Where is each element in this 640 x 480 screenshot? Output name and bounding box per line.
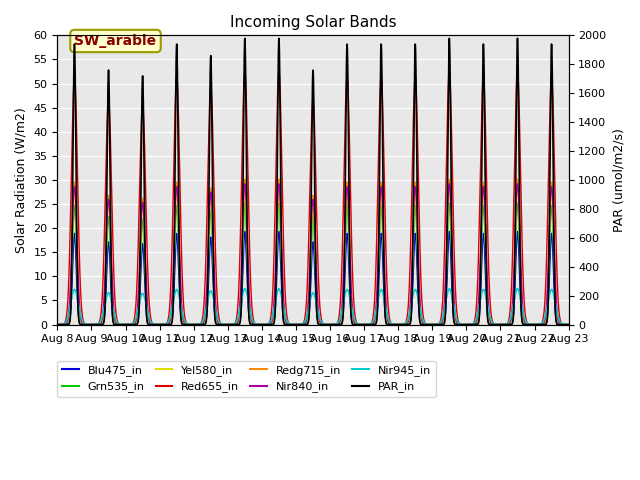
- Blu475_in: [564, 322, 572, 327]
- Legend: Blu475_in, Grn535_in, Yel580_in, Red655_in, Redg715_in, Nir840_in, Nir945_in, PA: Blu475_in, Grn535_in, Yel580_in, Red655_…: [58, 360, 436, 397]
- Yel580_in: [145, 321, 153, 326]
- PAR_in: [54, 322, 61, 327]
- Red655_in: [294, 322, 301, 327]
- Nir840_in: [294, 322, 301, 327]
- Yel580_in: [54, 322, 61, 327]
- PAR_in: [399, 322, 407, 327]
- Nir840_in: [145, 318, 153, 324]
- Line: Red655_in: Red655_in: [58, 72, 568, 324]
- Nir840_in: [456, 322, 464, 327]
- Redg715_in: [145, 319, 153, 325]
- PAR_in: [456, 322, 464, 327]
- Yel580_in: [456, 322, 464, 327]
- Line: Yel580_in: Yel580_in: [58, 189, 568, 324]
- Redg715_in: [456, 322, 464, 327]
- Nir840_in: [428, 322, 435, 327]
- Nir840_in: [564, 322, 572, 327]
- PAR_in: [145, 322, 153, 327]
- PAR_in: [514, 36, 522, 41]
- Line: Blu475_in: Blu475_in: [58, 231, 568, 324]
- Blu475_in: [564, 322, 572, 327]
- Nir945_in: [399, 322, 407, 327]
- Line: Nir840_in: Nir840_in: [58, 184, 568, 324]
- Nir945_in: [564, 322, 572, 327]
- Grn535_in: [564, 322, 572, 327]
- Title: Incoming Solar Bands: Incoming Solar Bands: [230, 15, 396, 30]
- Red655_in: [564, 322, 572, 327]
- Red655_in: [54, 322, 61, 327]
- Redg715_in: [54, 322, 61, 327]
- Blu475_in: [456, 322, 464, 327]
- Red655_in: [456, 321, 464, 327]
- Nir840_in: [399, 322, 407, 327]
- Grn535_in: [514, 200, 522, 206]
- Red655_in: [399, 322, 407, 327]
- Yel580_in: [294, 322, 301, 327]
- Nir840_in: [564, 322, 572, 327]
- Red655_in: [428, 322, 435, 327]
- Redg715_in: [564, 322, 572, 327]
- Redg715_in: [564, 322, 572, 327]
- Nir945_in: [428, 322, 435, 327]
- Y-axis label: PAR (umol/m2/s): PAR (umol/m2/s): [612, 128, 625, 232]
- Grn535_in: [399, 322, 407, 327]
- Nir840_in: [54, 322, 61, 327]
- Line: PAR_in: PAR_in: [58, 38, 568, 324]
- Y-axis label: Solar Radiation (W/m2): Solar Radiation (W/m2): [15, 107, 28, 253]
- Text: SW_arable: SW_arable: [74, 34, 157, 48]
- Line: Nir945_in: Nir945_in: [58, 289, 568, 324]
- Blu475_in: [54, 322, 61, 327]
- Redg715_in: [294, 322, 301, 327]
- Yel580_in: [399, 322, 407, 327]
- Grn535_in: [145, 321, 153, 327]
- Yel580_in: [564, 322, 572, 327]
- Red655_in: [564, 322, 572, 327]
- Grn535_in: [54, 322, 61, 327]
- Redg715_in: [514, 176, 522, 182]
- Blu475_in: [294, 322, 301, 327]
- Grn535_in: [564, 322, 572, 327]
- Nir840_in: [514, 181, 522, 187]
- Nir945_in: [564, 322, 572, 327]
- Blu475_in: [428, 322, 435, 327]
- PAR_in: [428, 322, 435, 327]
- Redg715_in: [399, 322, 407, 327]
- Grn535_in: [428, 322, 435, 327]
- Red655_in: [145, 301, 153, 307]
- Grn535_in: [294, 322, 301, 327]
- Nir945_in: [54, 322, 61, 327]
- PAR_in: [564, 322, 572, 327]
- Blu475_in: [145, 322, 153, 327]
- PAR_in: [564, 322, 572, 327]
- Blu475_in: [514, 228, 522, 234]
- Line: Grn535_in: Grn535_in: [58, 203, 568, 324]
- Redg715_in: [428, 322, 435, 327]
- Nir945_in: [294, 322, 301, 327]
- Nir945_in: [456, 321, 464, 327]
- Line: Redg715_in: Redg715_in: [58, 179, 568, 324]
- Nir945_in: [145, 315, 153, 321]
- Yel580_in: [428, 322, 435, 327]
- Red655_in: [514, 69, 522, 74]
- Blu475_in: [399, 322, 407, 327]
- Yel580_in: [564, 322, 572, 327]
- PAR_in: [294, 322, 301, 327]
- Nir945_in: [514, 286, 522, 292]
- Yel580_in: [514, 186, 522, 192]
- Grn535_in: [456, 322, 464, 327]
